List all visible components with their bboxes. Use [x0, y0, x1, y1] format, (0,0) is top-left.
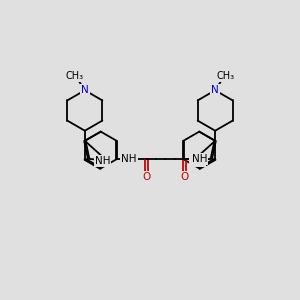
Text: CH₃: CH₃ — [65, 71, 83, 81]
Text: O: O — [142, 172, 151, 182]
Text: N: N — [211, 85, 219, 95]
Text: NH: NH — [192, 154, 207, 164]
Text: N: N — [81, 85, 89, 95]
Text: NH: NH — [121, 154, 137, 164]
Text: NH: NH — [95, 156, 110, 166]
Text: CH₃: CH₃ — [217, 71, 235, 81]
Text: O: O — [180, 172, 189, 182]
Text: NH: NH — [190, 156, 205, 166]
